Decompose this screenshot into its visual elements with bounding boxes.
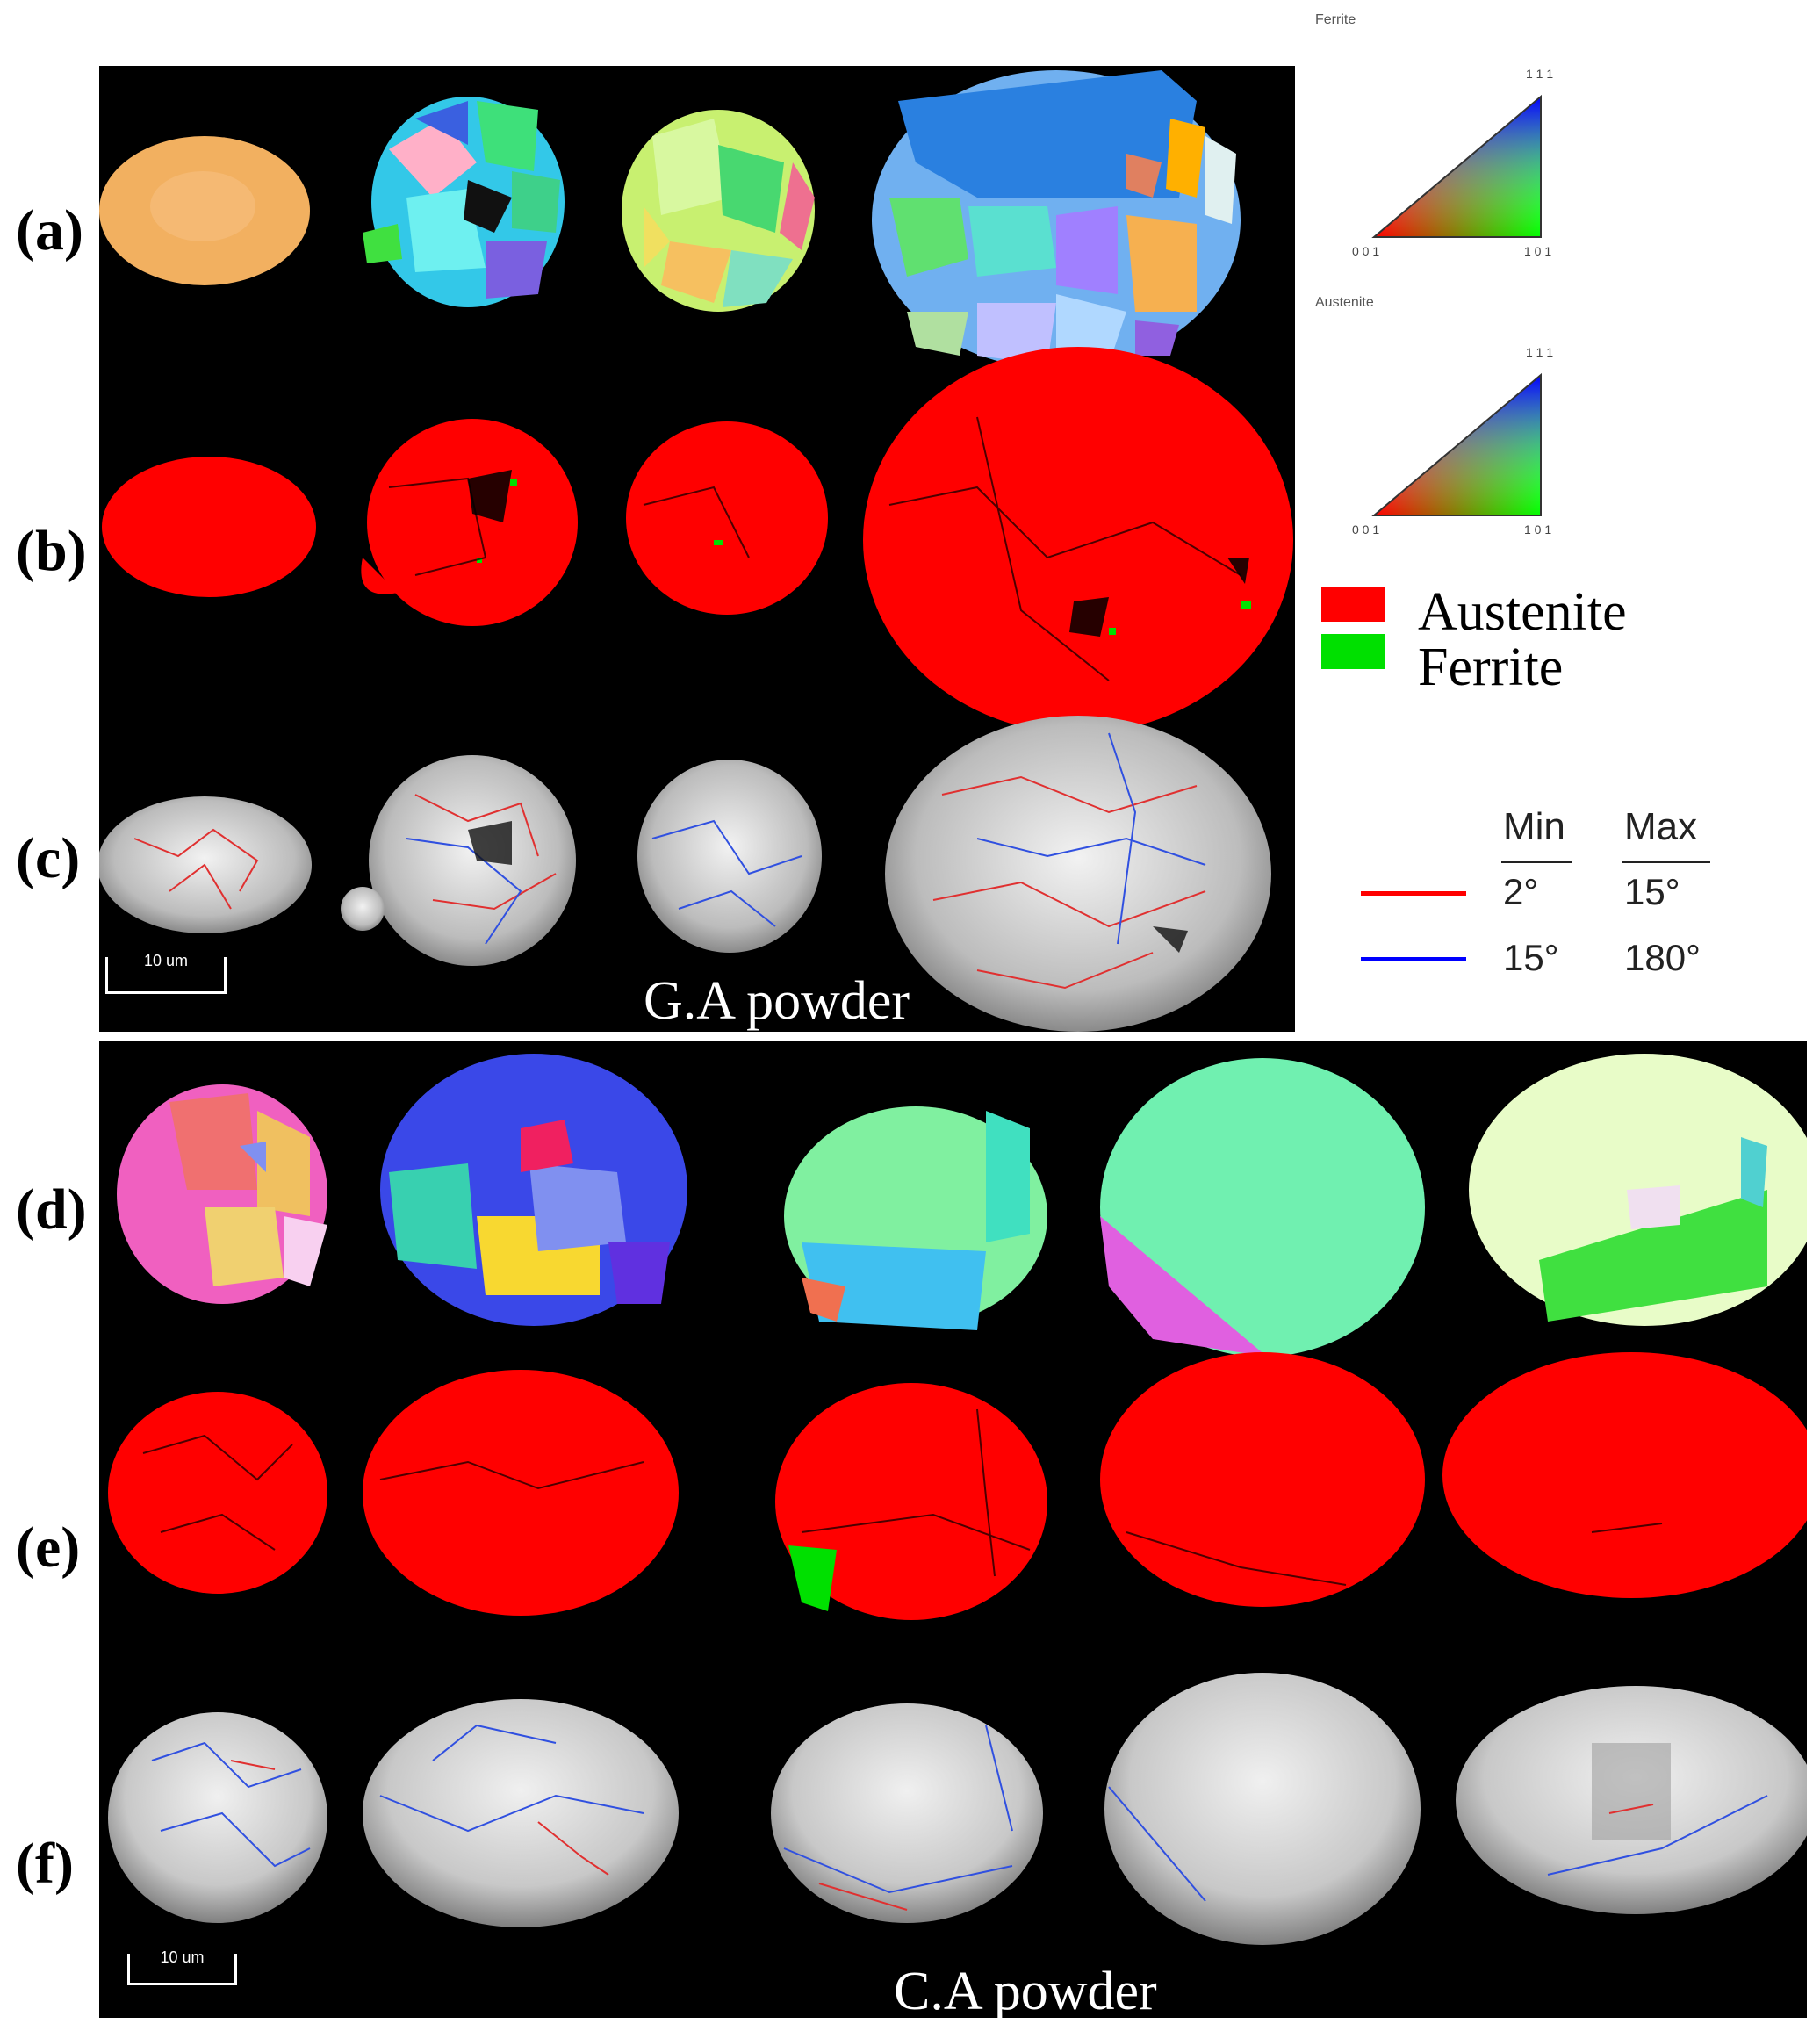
ferrite-swatch <box>1321 634 1385 669</box>
ga-particle-4-ipf <box>872 70 1241 369</box>
ca-scale-bar-label: 10 um <box>160 1948 205 1966</box>
low-angle-line-swatch <box>1361 891 1466 896</box>
max-header: Max <box>1624 805 1698 848</box>
ipf-austenite-101-label: 1 0 1 <box>1524 522 1552 537</box>
row-label-e: (e) <box>16 1516 81 1580</box>
ga-particle-3-bc <box>637 760 822 953</box>
high-angle-min: 15° <box>1503 937 1559 978</box>
ca-particle-4-bc <box>1104 1673 1421 1945</box>
row-f-boundary-maps <box>108 1673 1807 1945</box>
row-a-ipf-maps <box>99 70 1241 369</box>
austenite-swatch <box>1321 587 1385 622</box>
row-e-phase-maps <box>108 1352 1807 1620</box>
min-header: Min <box>1503 805 1565 848</box>
ca-particle-5-ipf <box>1469 1054 1807 1326</box>
ipf-ferrite-001-label: 0 0 1 <box>1352 244 1380 258</box>
ca-low-angle-boundaries <box>230 1760 1654 1911</box>
ca-powder-panel: 10 um C.A powder <box>99 1041 1807 2021</box>
ca-particle-3-bc <box>771 1703 1043 1923</box>
ca-particle-3-ipf <box>784 1106 1047 1330</box>
ga-powder-panel: 10 um G.A powder <box>99 66 1295 1032</box>
low-angle-min: 2° <box>1503 871 1539 912</box>
ipf-austenite-111-label: 1 1 1 <box>1526 345 1554 359</box>
ca-particle-5-phase <box>1442 1352 1807 1598</box>
row-b-phase-maps <box>102 347 1293 733</box>
ga-particle-3-phase <box>626 421 828 615</box>
ca-particle-1-ipf <box>117 1084 327 1304</box>
ga-scale-bar: 10 um <box>105 952 227 994</box>
ga-powder-caption: G.A powder <box>644 971 910 1031</box>
row-c-boundary-maps <box>99 716 1271 1032</box>
ga-particle-2-bc <box>369 755 576 966</box>
ga-particle-4-bc <box>885 716 1271 1032</box>
ga-ebsd-maps <box>99 70 1293 1032</box>
ca-particle-1-bc <box>108 1712 327 1923</box>
ga-particle-4-phase <box>863 347 1293 733</box>
ca-particle-1-phase <box>108 1392 327 1594</box>
high-angle-max: 180° <box>1624 937 1701 978</box>
high-angle-line-swatch <box>1361 957 1466 961</box>
austenite-legend-label: Austenite <box>1418 582 1627 642</box>
ca-phase-grain-boundaries <box>142 1408 1663 1586</box>
ga-low-angle-boundaries <box>133 775 1206 990</box>
row-label-b: (b) <box>16 519 87 583</box>
ca-particle-3-phase <box>775 1383 1047 1620</box>
ga-phase-grain-boundaries <box>388 416 1241 681</box>
row-label-f: (f) <box>16 1832 74 1896</box>
ca-ebsd-maps <box>108 1054 1807 1945</box>
ca-scale-bar: 10 um <box>127 1948 237 1985</box>
ca-particle-4-ipf <box>1100 1058 1425 1357</box>
ga-high-angle-boundaries <box>406 732 1206 945</box>
row-label-c: (c) <box>16 826 81 890</box>
ipf-austenite-001-label: 0 0 1 <box>1352 522 1380 537</box>
ga-particle-1-phase <box>102 457 316 597</box>
ca-particle-4-phase <box>1100 1352 1425 1607</box>
ga-particle-2-phase <box>361 419 578 626</box>
ga-particle-3-ipf <box>622 110 815 312</box>
ipf-ferrite-111-label: 1 1 1 <box>1526 67 1554 81</box>
low-angle-max: 15° <box>1624 871 1680 912</box>
ca-powder-caption: C.A powder <box>894 1962 1157 2021</box>
ca-high-angle-boundaries <box>151 1724 1768 1902</box>
ipf-key-austenite-title: Austenite <box>1315 295 1374 310</box>
ca-particle-2-phase <box>363 1370 679 1616</box>
min-underline <box>1501 861 1572 863</box>
ipf-ferrite-101-label: 1 0 1 <box>1524 244 1552 258</box>
ferrite-legend-label: Ferrite <box>1418 637 1564 697</box>
max-underline <box>1622 861 1710 863</box>
ipf-triangle-austenite <box>1371 372 1542 516</box>
row-label-a: (a) <box>16 198 83 263</box>
ga-particle-2-ipf <box>363 97 565 307</box>
row-d-ipf-maps <box>117 1054 1807 1357</box>
ca-particle-2-ipf <box>380 1054 687 1326</box>
ipf-key-ferrite-title: Ferrite <box>1315 12 1356 27</box>
ipf-triangle-ferrite <box>1371 94 1542 238</box>
ga-scale-bar-label: 10 um <box>143 952 189 969</box>
ca-particle-2-bc <box>363 1699 679 1927</box>
row-label-d: (d) <box>16 1178 87 1242</box>
